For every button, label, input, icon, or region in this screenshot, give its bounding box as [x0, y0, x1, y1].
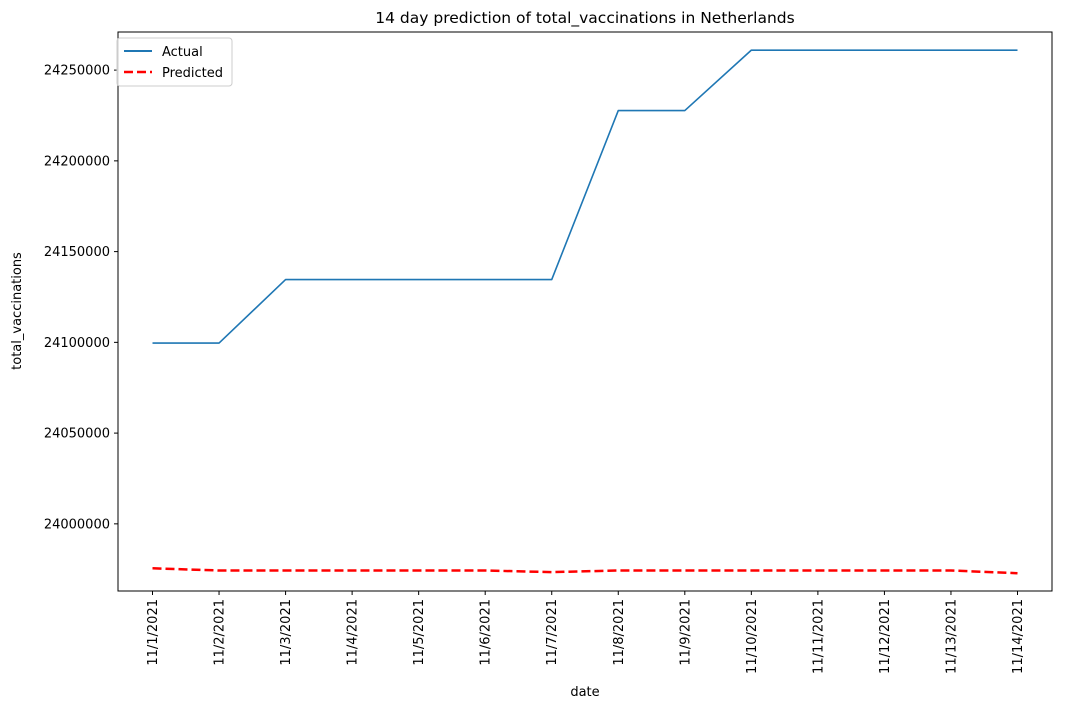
- series-line-predicted: [152, 567, 1018, 575]
- x-tick-label: 11/9/2021: [678, 599, 693, 666]
- x-tick-label: 11/8/2021: [612, 599, 627, 666]
- x-tick-label: 11/1/2021: [146, 599, 161, 666]
- x-tick-label: 11/3/2021: [279, 599, 294, 666]
- x-tick-label: 11/12/2021: [878, 599, 893, 674]
- x-tick-label: 11/14/2021: [1011, 599, 1026, 674]
- x-tick-label: 11/6/2021: [479, 599, 494, 666]
- y-tick-label: 24000000: [44, 517, 110, 532]
- y-tick-label: 24150000: [44, 245, 110, 260]
- x-axis: 11/1/2021 11/2/2021 11/3/2021 11/4/2021 11/5…: [146, 591, 1026, 674]
- y-axis: 24000000 24050000 24100000 24150000 24200000…: [44, 64, 118, 532]
- legend: Actual Predicted: [116, 37, 233, 87]
- x-tick-label: 11/7/2021: [545, 599, 560, 666]
- y-tick-label: 24100000: [44, 336, 110, 351]
- legend-label-predicted: Predicted: [162, 66, 223, 81]
- y-tick-label: 24200000: [44, 154, 110, 169]
- x-tick-label: 11/10/2021: [745, 599, 760, 674]
- series-line-actual: [152, 49, 1018, 344]
- x-axis-title: date: [570, 685, 599, 700]
- x-tick-label: 11/13/2021: [944, 599, 959, 674]
- x-tick-label: 11/4/2021: [346, 599, 361, 666]
- series-layer: [152, 49, 1018, 575]
- x-tick-label: 11/11/2021: [811, 599, 826, 674]
- x-tick-label: 11/2/2021: [213, 599, 228, 666]
- chart-title: 14 day prediction of total_vaccinations …: [375, 9, 794, 28]
- plot-area: [117, 31, 1053, 592]
- legend-label-actual: Actual: [162, 45, 203, 60]
- x-tick-label: 11/5/2021: [412, 599, 427, 666]
- y-tick-label: 24250000: [44, 64, 110, 79]
- y-tick-label: 24050000: [44, 427, 110, 442]
- y-axis-title: total_vaccinations: [10, 252, 25, 370]
